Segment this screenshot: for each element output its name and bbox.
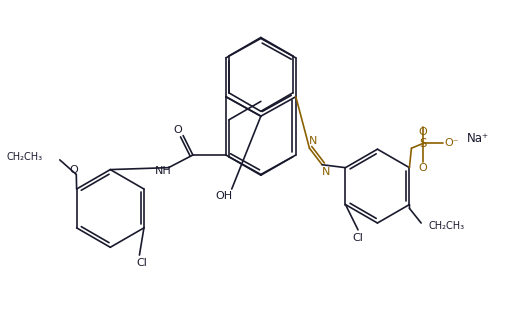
Text: N: N [322,166,330,177]
Text: Cl: Cl [136,258,147,268]
Text: O: O [69,165,78,174]
Text: O: O [173,125,182,135]
Text: N: N [309,137,318,146]
Text: CH₂CH₃: CH₂CH₃ [429,221,465,231]
Text: O: O [419,127,428,137]
Text: S: S [419,137,427,150]
Text: NH: NH [155,165,172,175]
Text: O⁻: O⁻ [444,138,459,148]
Text: Na⁺: Na⁺ [466,132,489,145]
Text: O: O [419,163,428,173]
Text: CH₂CH₃: CH₂CH₃ [6,152,42,162]
Text: OH: OH [215,191,233,201]
Text: Cl: Cl [353,233,363,243]
